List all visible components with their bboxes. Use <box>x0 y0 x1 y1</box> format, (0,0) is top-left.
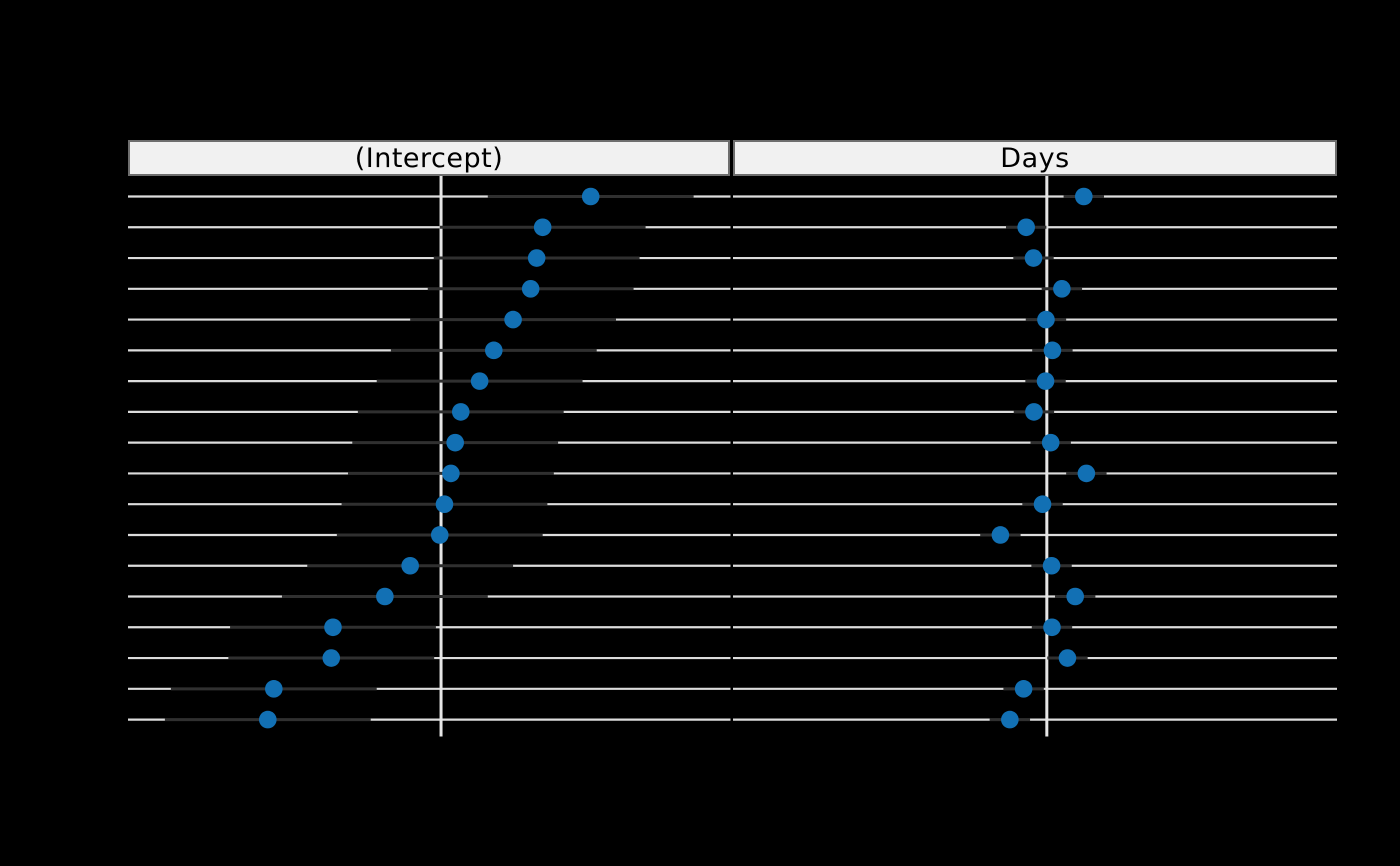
data-point <box>1043 618 1061 637</box>
data-point <box>265 680 283 698</box>
data-point <box>442 464 460 483</box>
data-point <box>581 187 600 206</box>
data-point <box>527 249 546 267</box>
data-point <box>533 218 552 237</box>
data-point <box>446 433 464 452</box>
data-point <box>322 649 341 667</box>
data-point <box>258 710 277 729</box>
data-point <box>1066 587 1084 606</box>
data-point <box>1043 341 1062 360</box>
data-point <box>435 495 454 513</box>
strip-label-days: Days <box>1000 142 1070 174</box>
data-point <box>451 403 470 421</box>
data-point <box>991 526 1010 544</box>
data-point <box>324 618 342 637</box>
data-point <box>1077 464 1096 483</box>
data-point <box>376 587 394 606</box>
data-point <box>1036 372 1055 390</box>
data-point <box>1024 249 1043 267</box>
data-point <box>470 372 489 390</box>
panel-strip-intercept: (Intercept) <box>128 140 730 176</box>
data-point <box>1041 433 1060 452</box>
data-point <box>484 341 503 360</box>
data-point <box>1025 403 1043 421</box>
strip-label-intercept: (Intercept) <box>354 142 504 174</box>
data-point <box>1074 187 1093 206</box>
data-point <box>1053 280 1071 298</box>
data-point <box>1037 310 1055 329</box>
data-point <box>1014 680 1033 698</box>
data-point <box>504 310 522 329</box>
data-point <box>521 280 540 298</box>
data-point <box>1001 710 1019 729</box>
data-point <box>1017 218 1035 237</box>
panel-strip-days: Days <box>733 140 1337 176</box>
data-point <box>1058 649 1077 667</box>
data-point <box>430 526 449 544</box>
data-point <box>1042 556 1061 575</box>
data-point <box>401 556 419 575</box>
data-point <box>1033 495 1052 513</box>
